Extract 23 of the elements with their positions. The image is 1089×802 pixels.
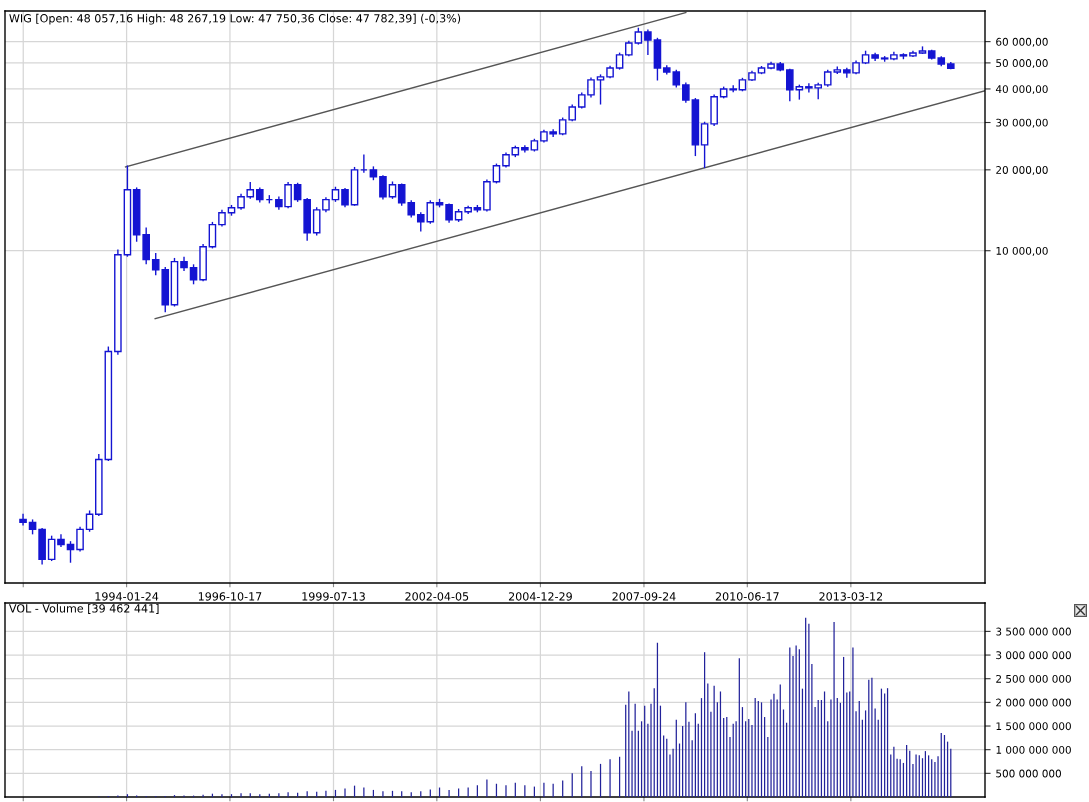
y-tick-label: 1 000 000 000 bbox=[996, 745, 1071, 754]
y-tick-label: 30 000,00 bbox=[996, 118, 1048, 128]
y-tick-label: 40 000,00 bbox=[995, 85, 1048, 95]
x-tick-label: 2013-03-12 bbox=[819, 592, 883, 601]
y-tick-label: 3 500 000 000 bbox=[996, 627, 1071, 636]
x-tick-label: 2004-12-29 bbox=[508, 592, 572, 601]
x-tick-label: 2007-09-24 bbox=[612, 592, 676, 601]
y-tick-label: 1 500 000 000 bbox=[996, 722, 1071, 731]
chart-title: VOL - Volume [39 462 441] bbox=[9, 603, 159, 614]
x-tick-label: 1994-01-24 bbox=[95, 592, 159, 601]
x-tick-label: 2010-06-17 bbox=[715, 592, 779, 601]
x-tick-label: 1996-10-17 bbox=[198, 592, 262, 601]
y-tick-label: 2 500 000 000 bbox=[996, 674, 1071, 683]
y-tick-label: 500 000 000 bbox=[996, 769, 1061, 778]
y-tick-label: 3 000 000 000 bbox=[996, 651, 1071, 660]
x-tick-label: 1999-07-13 bbox=[302, 592, 365, 601]
y-tick-label: 50 000,00 bbox=[996, 59, 1048, 69]
y-tick-label: 20 000,00 bbox=[996, 166, 1048, 175]
y-tick-label: 2 000 000 000 bbox=[996, 698, 1071, 707]
x-tick-label: 2002-04-05 bbox=[405, 592, 469, 601]
y-tick-label: 60 000,00 bbox=[996, 37, 1048, 47]
chart-title: WIG [Open: 48 057,16 High: 48 267,19 Low: 47 750,36 Close: 47 782,39] (-0,3%) bbox=[9, 13, 461, 25]
y-tick-label: 10 000,00 bbox=[996, 246, 1048, 256]
